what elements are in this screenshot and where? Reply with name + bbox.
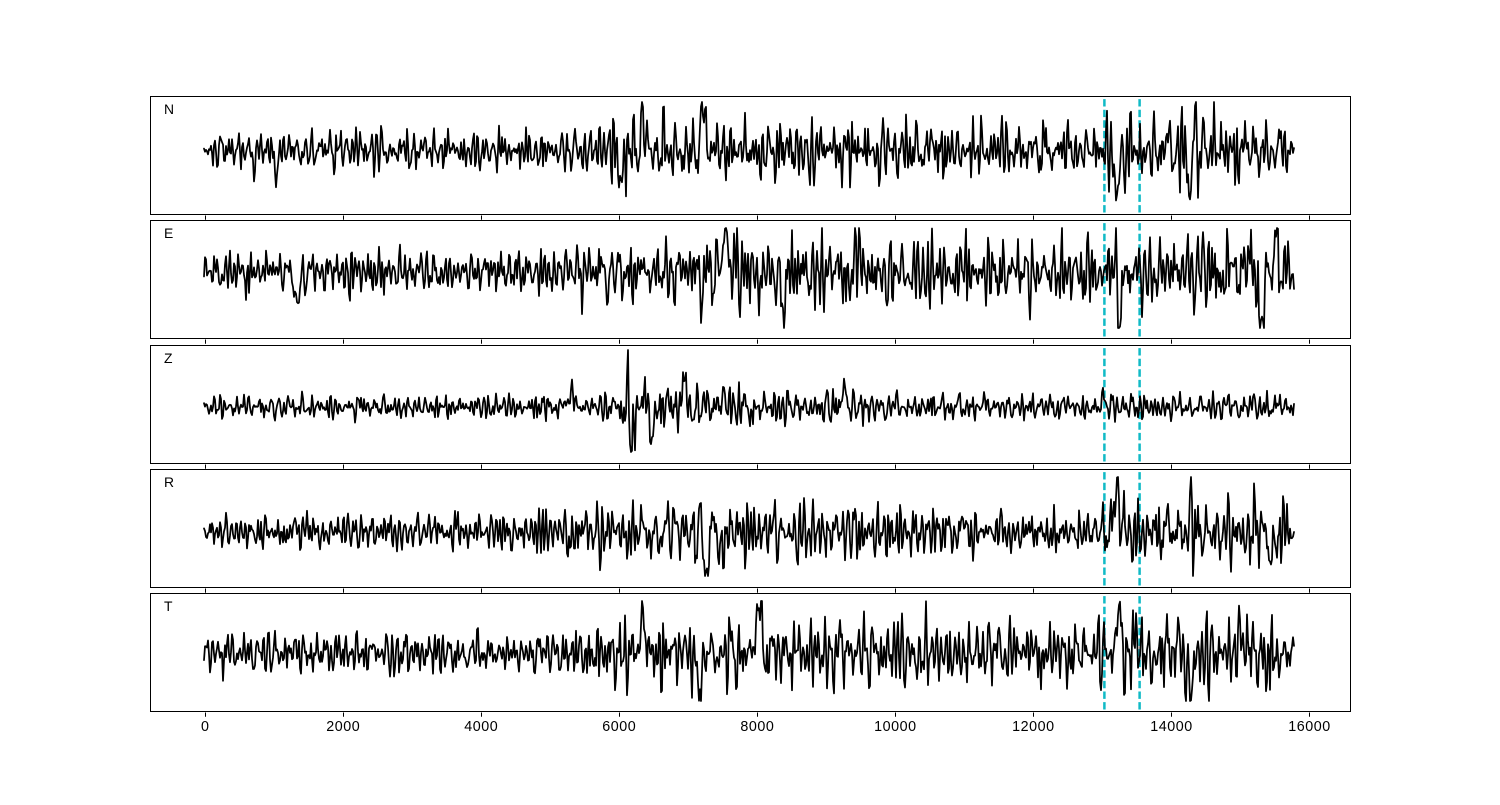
svg-text:E: E [164,225,173,241]
svg-text:Z: Z [164,350,173,366]
svg-text:N: N [164,101,174,117]
svg-text:10000: 10000 [874,719,917,735]
svg-text:16000: 16000 [1288,719,1331,735]
svg-text:14000: 14000 [1150,719,1193,735]
svg-text:6000: 6000 [602,719,636,735]
svg-text:4000: 4000 [464,719,498,735]
svg-text:12000: 12000 [1012,719,1055,735]
svg-text:0: 0 [201,719,210,735]
svg-text:8000: 8000 [740,719,774,735]
svg-text:R: R [164,474,174,490]
svg-text:2000: 2000 [326,719,360,735]
svg-text:T: T [164,598,173,614]
